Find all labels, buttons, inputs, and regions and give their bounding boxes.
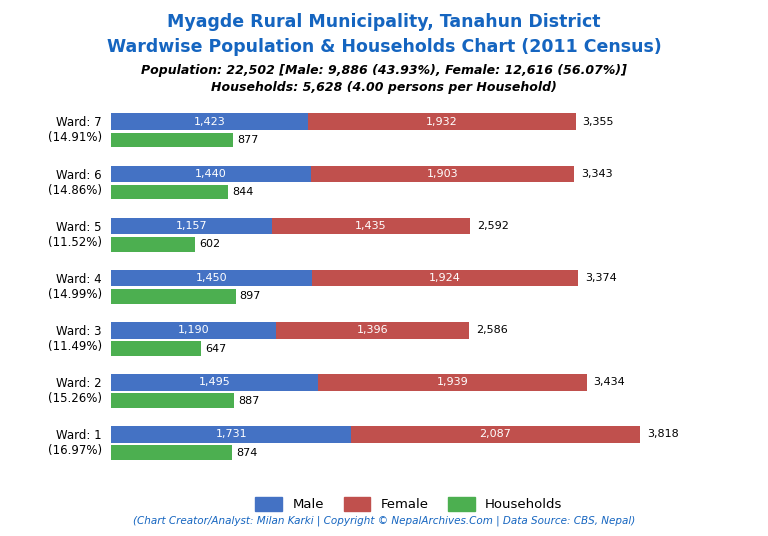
Bar	[111, 393, 234, 408]
Text: 3,355: 3,355	[583, 117, 614, 127]
Bar	[111, 270, 312, 287]
Text: (Chart Creator/Analyst: Milan Karki | Copyright © NepalArchives.Com | Data Sourc: (Chart Creator/Analyst: Milan Karki | Co…	[133, 516, 635, 526]
Text: Wardwise Population & Households Chart (2011 Census): Wardwise Population & Households Chart (…	[107, 38, 661, 56]
Bar	[111, 322, 276, 339]
Text: 2,592: 2,592	[477, 221, 509, 231]
Bar	[111, 341, 201, 356]
Text: Population: 22,502 [Male: 9,886 (43.93%), Female: 12,616 (56.07%)]: Population: 22,502 [Male: 9,886 (43.93%)…	[141, 64, 627, 77]
Text: 3,818: 3,818	[647, 429, 678, 440]
Text: 877: 877	[237, 135, 258, 145]
Text: 1,495: 1,495	[199, 377, 230, 388]
Bar	[312, 270, 578, 287]
Text: 1,924: 1,924	[429, 273, 461, 283]
Text: 887: 887	[238, 396, 260, 406]
Text: 1,435: 1,435	[355, 221, 386, 231]
Bar	[111, 237, 194, 251]
Bar	[111, 426, 351, 443]
Text: 1,190: 1,190	[178, 325, 210, 336]
Text: Households: 5,628 (4.00 persons per Household): Households: 5,628 (4.00 persons per Hous…	[211, 81, 557, 94]
Bar	[111, 185, 228, 199]
Bar	[111, 133, 233, 147]
Text: 1,939: 1,939	[437, 377, 468, 388]
Text: 1,731: 1,731	[215, 429, 247, 440]
Text: 1,423: 1,423	[194, 117, 226, 127]
Bar	[311, 166, 574, 182]
Text: 1,932: 1,932	[426, 117, 458, 127]
Text: 602: 602	[199, 239, 220, 249]
Text: 3,343: 3,343	[581, 169, 613, 179]
Text: 897: 897	[240, 292, 261, 301]
Text: 1,396: 1,396	[357, 325, 389, 336]
Bar	[318, 374, 587, 391]
Bar	[351, 426, 640, 443]
Text: 1,903: 1,903	[426, 169, 458, 179]
Text: 874: 874	[237, 448, 258, 458]
Text: 3,374: 3,374	[585, 273, 617, 283]
Text: Myagde Rural Municipality, Tanahun District: Myagde Rural Municipality, Tanahun Distr…	[167, 13, 601, 32]
Bar	[111, 166, 311, 182]
Bar	[111, 445, 233, 460]
Bar	[111, 374, 318, 391]
Text: 2,586: 2,586	[476, 325, 508, 336]
Bar	[308, 114, 576, 130]
Text: 3,434: 3,434	[594, 377, 625, 388]
Text: 1,450: 1,450	[196, 273, 227, 283]
Text: 647: 647	[205, 344, 227, 354]
Bar	[272, 218, 470, 234]
Text: 2,087: 2,087	[479, 429, 511, 440]
Bar	[111, 218, 272, 234]
Bar	[111, 114, 308, 130]
Legend: Male, Female, Households: Male, Female, Households	[250, 492, 568, 517]
Text: 1,157: 1,157	[176, 221, 207, 231]
Bar	[111, 289, 236, 304]
Text: 844: 844	[233, 187, 253, 197]
Bar	[276, 322, 469, 339]
Text: 1,440: 1,440	[195, 169, 227, 179]
